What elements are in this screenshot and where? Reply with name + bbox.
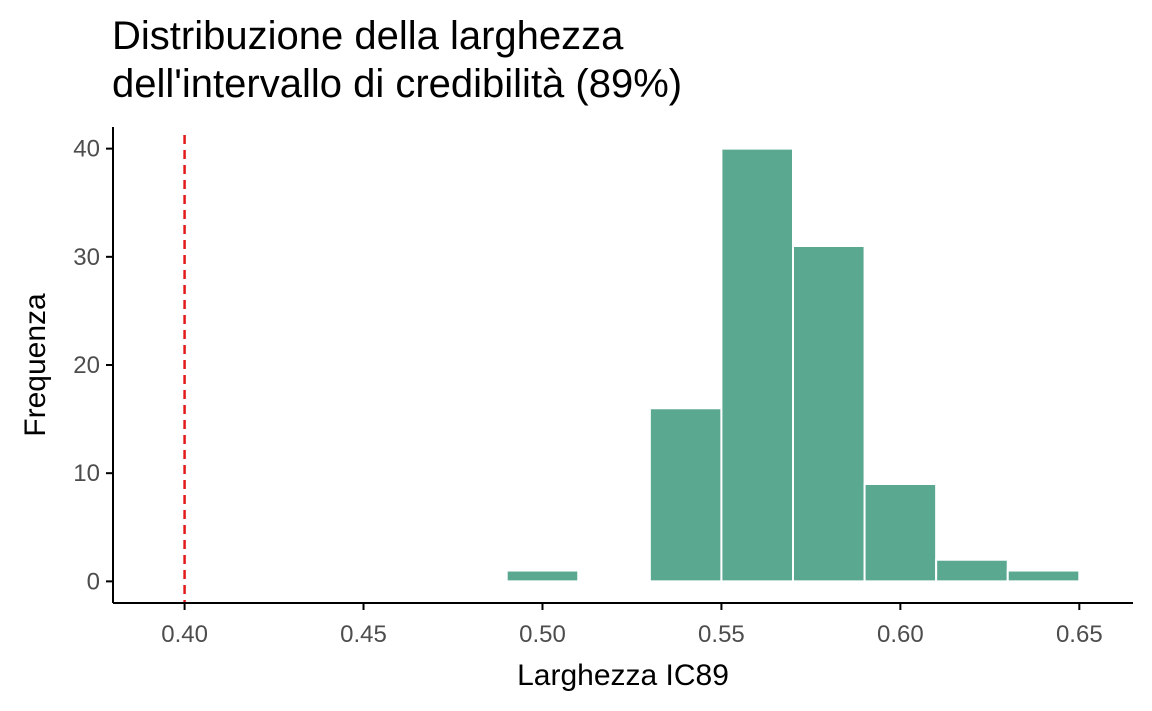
y-tick-label-0: 0	[87, 568, 100, 595]
chart-title: Distribuzione della larghezza dell'inter…	[112, 12, 1112, 108]
x-tick-label-0: 0.40	[161, 621, 208, 648]
histogram-bar-7	[1006, 569, 1081, 583]
y-tick-label-1: 10	[73, 460, 100, 487]
x-tick-label-3: 0.55	[698, 621, 745, 648]
y-tick-label-2: 20	[73, 352, 100, 379]
y-tick-label-4: 40	[73, 136, 100, 163]
chart-title-line-1: Distribuzione della larghezza	[112, 14, 624, 58]
histogram-bar-6	[935, 558, 1009, 583]
chart-title-line-2: dell'intervallo di credibilità (89%)	[112, 62, 683, 106]
y-tick-label-3: 30	[73, 244, 100, 271]
bars-layer	[505, 147, 1081, 583]
x-tick-label-4: 0.60	[877, 621, 924, 648]
histogram-bar-3	[720, 147, 795, 583]
x-axis-title: Larghezza IC89	[517, 659, 729, 692]
histogram-bar-2	[648, 407, 723, 583]
x-tick-label-1: 0.45	[340, 621, 387, 648]
histogram-bar-5	[863, 483, 938, 583]
x-tick-label-2: 0.50	[519, 621, 566, 648]
y-axis-title: Frequenza	[19, 293, 52, 437]
x-axis-ticks: 0.40 0.45 0.50 0.55 0.60 0.65	[161, 603, 1103, 648]
histogram-bar-0	[505, 569, 580, 583]
y-axis-ticks: 0 10 20 30 40	[73, 136, 113, 595]
histogram-bar-4	[792, 245, 866, 583]
x-tick-label-5: 0.65	[1056, 621, 1103, 648]
